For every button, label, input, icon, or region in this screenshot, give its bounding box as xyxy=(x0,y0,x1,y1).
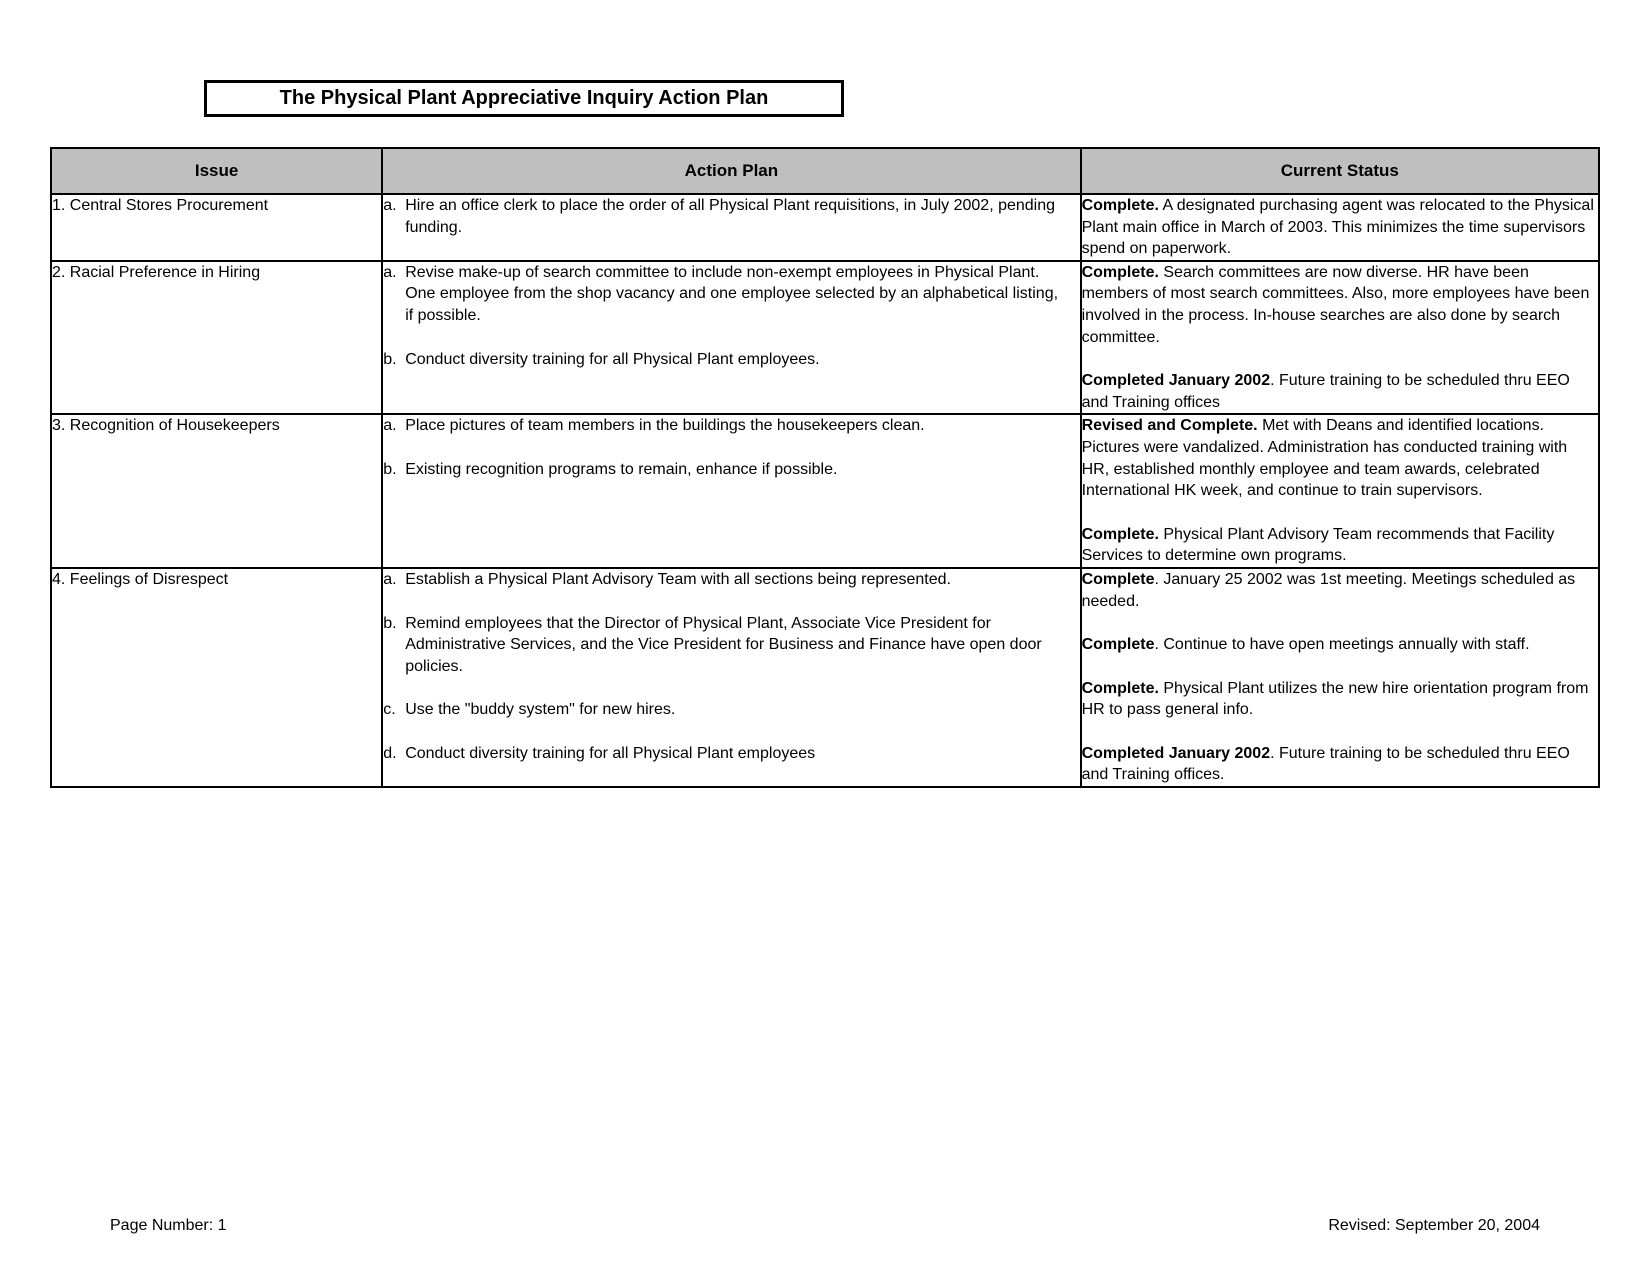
issue-cell: 2. Racial Preference in Hiring xyxy=(51,261,382,415)
action-item: a.Establish a Physical Plant Advisory Te… xyxy=(383,569,1079,591)
status-item: Revised and Complete. Met with Deans and… xyxy=(1082,415,1598,501)
status-item: Complete. Physical Plant Advisory Team r… xyxy=(1082,524,1598,567)
footer-revised-date: Revised: September 20, 2004 xyxy=(1328,1217,1540,1235)
action-item: d.Conduct diversity training for all Phy… xyxy=(383,743,1079,765)
issue-cell: 3. Recognition of Housekeepers xyxy=(51,414,382,568)
action-item-text: Revise make-up of search committee to in… xyxy=(405,262,1079,327)
status-bold: Complete. xyxy=(1082,526,1159,543)
table-header-row: Issue Action Plan Current Status xyxy=(51,148,1599,194)
status-text: . Continue to have open meetings annuall… xyxy=(1154,636,1529,653)
status-item: Completed January 2002. Future training … xyxy=(1082,370,1598,413)
status-bold: Complete. xyxy=(1082,264,1159,281)
action-cell: a.Revise make-up of search committee to … xyxy=(382,261,1080,415)
status-item: Completed January 2002. Future training … xyxy=(1082,743,1598,786)
action-item-letter: c. xyxy=(383,699,405,721)
action-item-letter: d. xyxy=(383,743,405,765)
action-item: a.Place pictures of team members in the … xyxy=(383,415,1079,437)
action-cell: a.Hire an office clerk to place the orde… xyxy=(382,194,1080,261)
action-item-letter: a. xyxy=(383,415,405,437)
action-item-text: Hire an office clerk to place the order … xyxy=(405,195,1079,238)
status-text: A designated purchasing agent was reloca… xyxy=(1082,197,1594,257)
action-plan-table: Issue Action Plan Current Status 1. Cent… xyxy=(50,147,1600,788)
status-cell: Revised and Complete. Met with Deans and… xyxy=(1081,414,1599,568)
action-item-letter: a. xyxy=(383,569,405,591)
status-bold: Complete. xyxy=(1082,197,1159,214)
action-item-letter: b. xyxy=(383,459,405,481)
col-header-issue: Issue xyxy=(51,148,382,194)
status-bold: Revised and Complete. xyxy=(1082,417,1258,434)
page-footer: Page Number: 1 Revised: September 20, 20… xyxy=(0,1217,1650,1235)
status-item: Complete. Physical Plant utilizes the ne… xyxy=(1082,678,1598,721)
status-item: Complete. January 25 2002 was 1st meetin… xyxy=(1082,569,1598,612)
action-item-text: Conduct diversity training for all Physi… xyxy=(405,743,1079,765)
status-item: Complete. Continue to have open meetings… xyxy=(1082,634,1598,656)
status-cell: Complete. A designated purchasing agent … xyxy=(1081,194,1599,261)
table-row: 3. Recognition of Housekeepersa.Place pi… xyxy=(51,414,1599,568)
action-item-text: Use the "buddy system" for new hires. xyxy=(405,699,1079,721)
status-bold: Complete xyxy=(1082,636,1155,653)
action-item: b.Remind employees that the Director of … xyxy=(383,613,1079,678)
status-cell: Complete. Search committees are now dive… xyxy=(1081,261,1599,415)
action-item-letter: b. xyxy=(383,613,405,678)
action-item-letter: a. xyxy=(383,195,405,238)
action-cell: a.Place pictures of team members in the … xyxy=(382,414,1080,568)
status-item: Complete. A designated purchasing agent … xyxy=(1082,195,1598,260)
status-item: Complete. Search committees are now dive… xyxy=(1082,262,1598,348)
action-item-text: Existing recognition programs to remain,… xyxy=(405,459,1079,481)
action-item-letter: b. xyxy=(383,349,405,371)
table-row: 4. Feelings of Disrespecta.Establish a P… xyxy=(51,568,1599,787)
status-bold: Complete xyxy=(1082,571,1155,588)
action-item-text: Establish a Physical Plant Advisory Team… xyxy=(405,569,1079,591)
footer-page-number: Page Number: 1 xyxy=(110,1217,227,1235)
issue-cell: 1. Central Stores Procurement xyxy=(51,194,382,261)
status-text: . January 25 2002 was 1st meeting. Meeti… xyxy=(1082,571,1576,610)
table-row: 2. Racial Preference in Hiringa.Revise m… xyxy=(51,261,1599,415)
action-item: a.Hire an office clerk to place the orde… xyxy=(383,195,1079,238)
action-item: b.Existing recognition programs to remai… xyxy=(383,459,1079,481)
action-item: a.Revise make-up of search committee to … xyxy=(383,262,1079,327)
action-item: b.Conduct diversity training for all Phy… xyxy=(383,349,1079,371)
status-bold: Completed January 2002 xyxy=(1082,372,1271,389)
status-bold: Complete. xyxy=(1082,680,1159,697)
col-header-status: Current Status xyxy=(1081,148,1599,194)
action-item-text: Remind employees that the Director of Ph… xyxy=(405,613,1079,678)
action-item-text: Place pictures of team members in the bu… xyxy=(405,415,1079,437)
issue-cell: 4. Feelings of Disrespect xyxy=(51,568,382,787)
document-title: The Physical Plant Appreciative Inquiry … xyxy=(204,80,844,117)
status-bold: Completed January 2002 xyxy=(1082,745,1271,762)
table-row: 1. Central Stores Procurementa.Hire an o… xyxy=(51,194,1599,261)
col-header-action: Action Plan xyxy=(382,148,1080,194)
status-cell: Complete. January 25 2002 was 1st meetin… xyxy=(1081,568,1599,787)
action-cell: a.Establish a Physical Plant Advisory Te… xyxy=(382,568,1080,787)
action-item-letter: a. xyxy=(383,262,405,327)
action-item-text: Conduct diversity training for all Physi… xyxy=(405,349,1079,371)
action-item: c.Use the "buddy system" for new hires. xyxy=(383,699,1079,721)
